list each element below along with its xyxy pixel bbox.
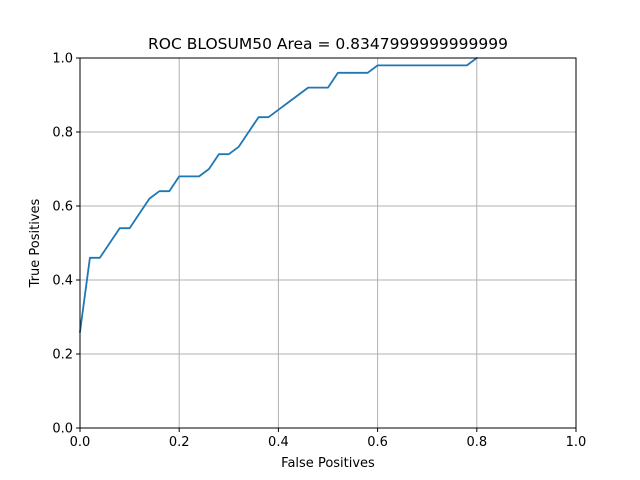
plot-frame: [79, 57, 577, 429]
x-tick-label: 0.4: [268, 435, 289, 450]
x-axis-label: False Positives: [281, 456, 375, 471]
x-tick-label: 0.8: [466, 435, 487, 450]
x-tick-label: 0.2: [169, 435, 190, 450]
y-axis-ticks: 0.0 0.2 0.4 0.6 0.8 1.0: [52, 52, 80, 437]
grid-lines: [80, 58, 576, 428]
y-tick-label: 0.0: [52, 422, 73, 437]
x-axis-ticks: 0.0 0.2 0.4 0.6 0.8 1.0: [70, 428, 587, 450]
y-axis-label: True Positives: [28, 198, 43, 288]
x-tick-label: 0.6: [367, 435, 388, 450]
y-tick-label: 0.8: [52, 126, 73, 141]
y-tick-label: 0.6: [52, 200, 73, 215]
x-tick-label: 0.0: [70, 435, 91, 450]
roc-curve-line: [78, 56, 479, 333]
y-tick-label: 0.4: [52, 274, 73, 289]
chart-title: ROC BLOSUM50 Area = 0.8347999999999999: [148, 35, 508, 53]
x-tick-label: 1.0: [566, 435, 587, 450]
series-layer: [78, 56, 479, 333]
y-tick-label: 0.2: [52, 348, 73, 363]
y-tick-label: 1.0: [52, 52, 73, 67]
